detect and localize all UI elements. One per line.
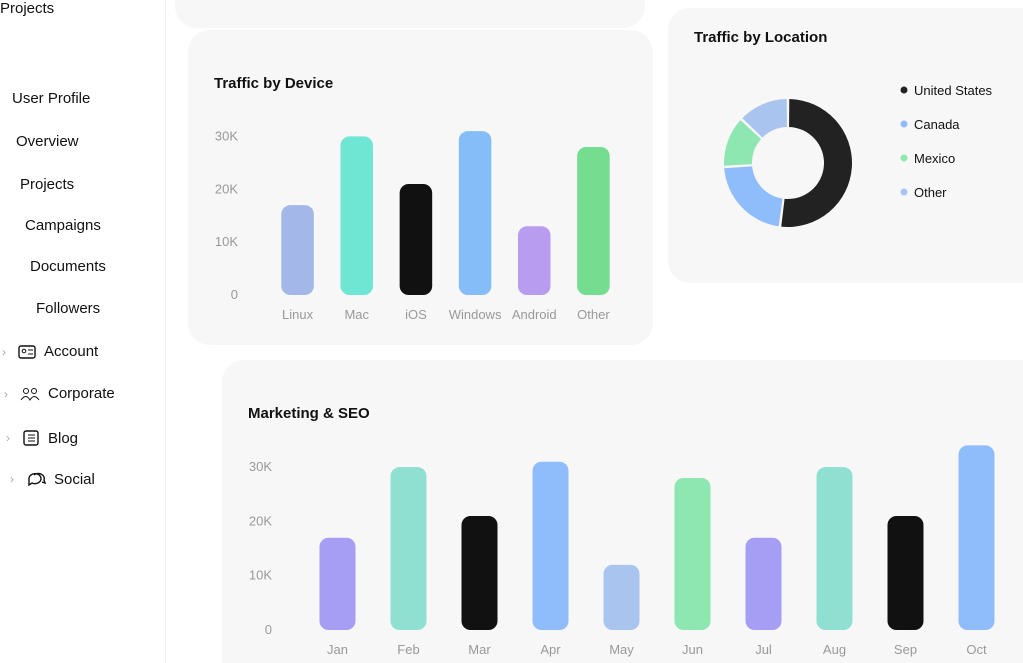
nav-label: Campaigns xyxy=(25,217,101,234)
icon xyxy=(20,387,40,401)
x-tick-label: Sep xyxy=(894,642,917,657)
chart-title: Traffic by Location xyxy=(694,29,827,46)
legend-dot xyxy=(900,154,908,162)
nav-item[interactable]: › Corporate xyxy=(4,385,115,402)
legend-label: United States xyxy=(914,83,993,98)
bar xyxy=(816,467,853,630)
x-tick-label: Jun xyxy=(682,642,703,657)
chevron: › xyxy=(6,431,10,445)
chart-card: Traffic by Location United States Canada Me… xyxy=(668,8,1023,283)
bar xyxy=(281,205,314,295)
x-tick-label: iOS xyxy=(405,307,427,322)
sidebar: Projects User Profile Overview Projects … xyxy=(0,0,166,663)
x-tick-label: Linux xyxy=(282,307,314,322)
chevron: › xyxy=(4,386,8,401)
nav-label: User Profile xyxy=(12,90,91,107)
nav-item[interactable]: › Account xyxy=(2,343,98,360)
y-tick-label: 30K xyxy=(215,128,238,143)
bar xyxy=(603,564,640,630)
bar xyxy=(517,226,551,295)
x-tick-label: Aug xyxy=(823,642,846,657)
bar xyxy=(340,136,374,295)
x-tick-label: Apr xyxy=(540,642,561,657)
nav-label: Documents xyxy=(30,258,106,275)
x-tick-label: Mac xyxy=(344,307,369,322)
bar xyxy=(399,184,433,295)
nav-item[interactable]: › Social xyxy=(10,470,95,488)
y-tick-label: 20K xyxy=(249,513,272,528)
legend-label: Other xyxy=(914,185,947,200)
x-tick-label: Android xyxy=(512,307,557,322)
chart-title: Marketing & SEO xyxy=(248,405,370,422)
nav-label: Projects xyxy=(20,176,75,193)
bar xyxy=(458,131,492,295)
nav-label: Social xyxy=(54,470,95,488)
bar xyxy=(958,445,995,630)
chart-title: Traffic by Device xyxy=(214,75,333,92)
chart-card: Marketing & SEO 0 10K 20K 30K Jan Feb Mar Apr May… xyxy=(222,360,1023,663)
x-tick-label: Windows xyxy=(449,307,502,322)
nav-item[interactable]: Followers xyxy=(36,300,100,317)
legend-label: Canada xyxy=(914,117,960,132)
x-tick-label: Jan xyxy=(327,642,348,657)
x-tick-label: Jul xyxy=(755,642,772,657)
donut-slice xyxy=(742,99,787,138)
nav-item[interactable]: User Profile xyxy=(12,90,90,107)
bar xyxy=(532,461,569,630)
bar xyxy=(461,516,498,630)
donut-slice xyxy=(724,166,783,227)
nav-label: Overview xyxy=(16,133,79,150)
legend-dot xyxy=(900,120,908,128)
nav-item[interactable]: › Blog xyxy=(6,429,78,447)
donut-slice xyxy=(781,99,853,227)
y-tick-label: 20K xyxy=(215,181,238,196)
chevron: › xyxy=(10,472,14,486)
icon xyxy=(28,472,46,487)
x-tick-label: Mar xyxy=(468,642,491,657)
y-tick-label: 10K xyxy=(215,234,238,249)
bar xyxy=(577,147,610,295)
nav-label: Projects xyxy=(0,0,55,17)
x-tick-label: Oct xyxy=(966,642,987,657)
x-tick-label: Feb xyxy=(397,642,419,657)
icon xyxy=(18,344,36,359)
legend-dot xyxy=(900,188,908,196)
nav-label: Corporate xyxy=(48,385,115,402)
nav-item[interactable]: Projects xyxy=(0,0,54,17)
y-tick-label: 30K xyxy=(249,459,272,474)
chevron: › xyxy=(2,344,6,359)
bar xyxy=(887,516,924,630)
nav-label: Followers xyxy=(36,300,101,317)
nav-label: Blog xyxy=(48,429,79,447)
icon xyxy=(23,430,39,446)
nav-item[interactable]: Documents xyxy=(30,258,106,275)
x-tick-label: May xyxy=(609,642,634,657)
nav-item[interactable]: Campaigns xyxy=(25,217,101,234)
legend-label: Mexico xyxy=(914,151,955,166)
bar xyxy=(745,537,782,630)
nav-item[interactable]: Projects xyxy=(20,176,74,193)
legend-dot xyxy=(900,86,908,94)
bar xyxy=(319,537,356,630)
bar xyxy=(674,478,711,630)
y-tick-label: 0 xyxy=(265,622,272,637)
y-tick-label: 0 xyxy=(231,287,238,302)
top-card xyxy=(175,0,645,28)
nav-item[interactable]: Overview xyxy=(16,133,79,150)
chart-card: Traffic by Device 0 10K 20K 30K Linux Mac iOS Wi… xyxy=(188,30,653,345)
donut-slice xyxy=(724,120,762,166)
y-tick-label: 10K xyxy=(249,568,272,583)
nav-label: Account xyxy=(44,343,99,360)
x-tick-label: Other xyxy=(577,307,610,322)
bar xyxy=(390,467,427,630)
